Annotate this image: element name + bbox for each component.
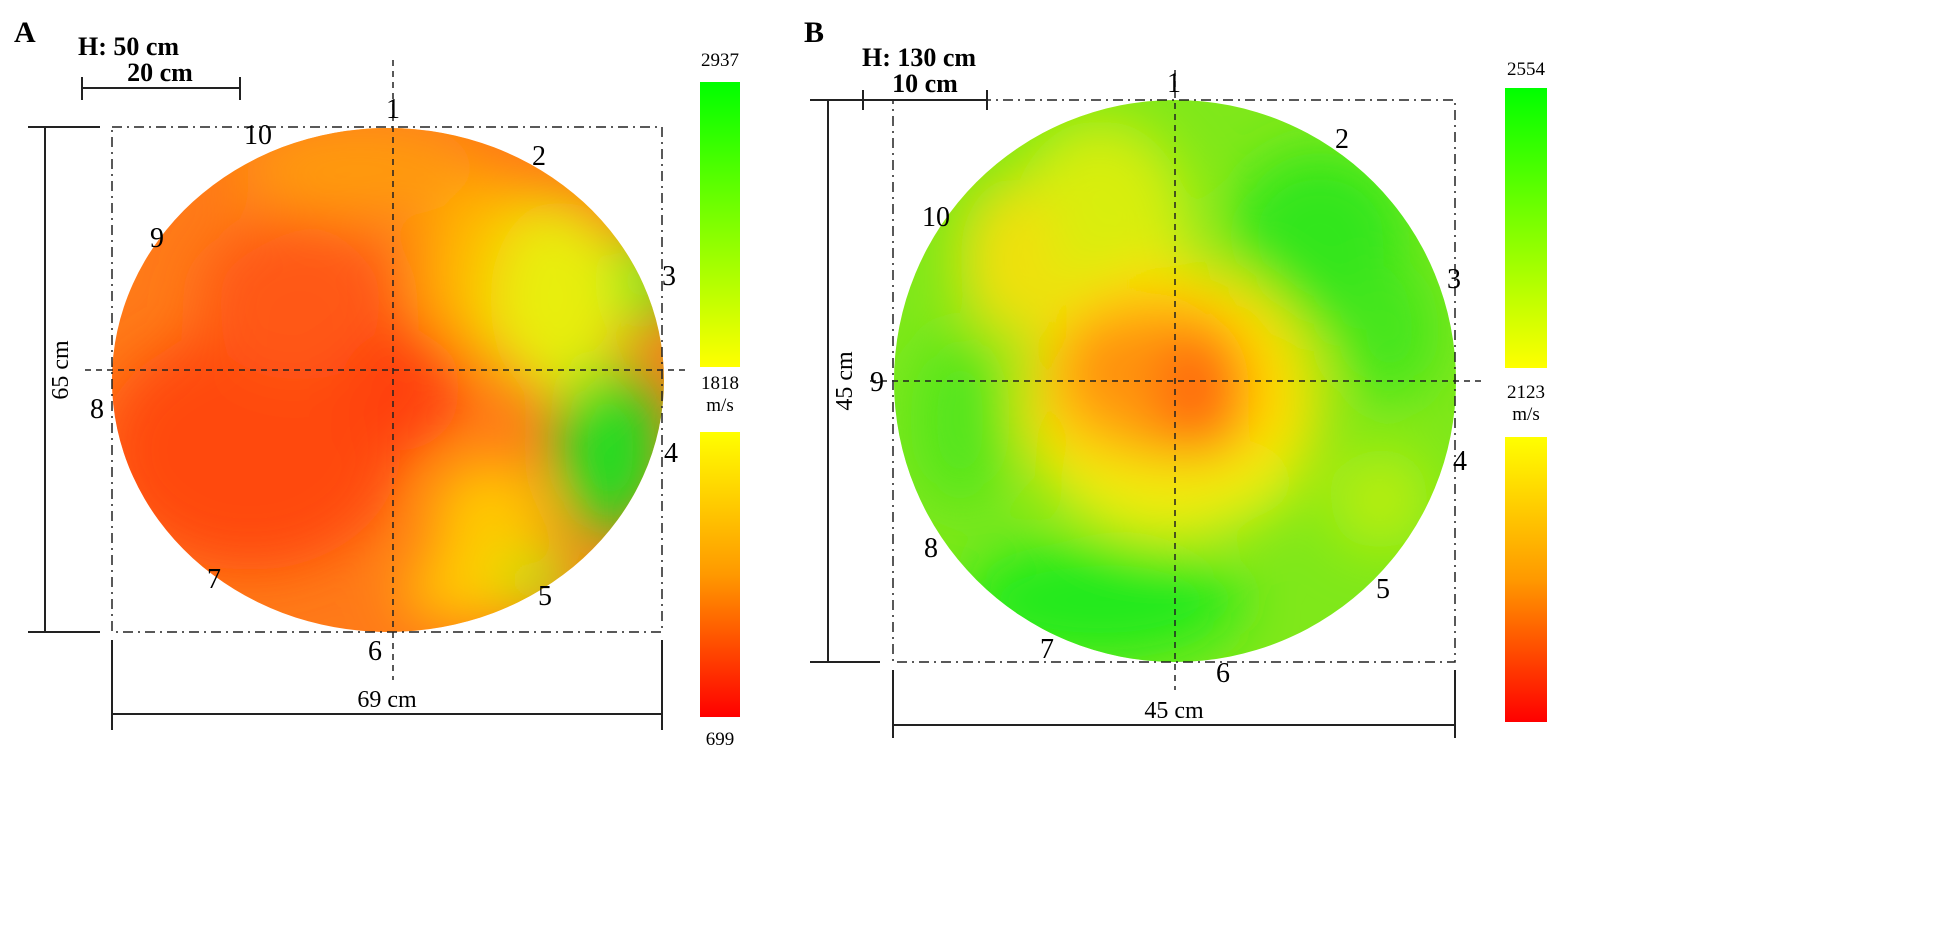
- sensor-label: 3: [662, 261, 676, 292]
- panel-label-b: B: [804, 16, 824, 49]
- sensor-label: 2: [532, 141, 546, 172]
- tomogram-a: [112, 128, 664, 632]
- depth-label-b: 45 cm: [832, 351, 858, 411]
- dimension-lines-b: [810, 99, 1456, 738]
- sensor-label: 2: [1335, 124, 1349, 155]
- colorbar-lower: [700, 432, 740, 717]
- heat-blob: [112, 330, 400, 570]
- sensor-label: 5: [538, 581, 552, 612]
- sensor-label: 10: [244, 120, 272, 151]
- heat-blob: [960, 180, 1060, 340]
- heat-blob: [1150, 320, 1250, 460]
- colorbar-unit-label: m/s: [706, 395, 733, 416]
- width-label-a: 69 cm: [357, 687, 417, 713]
- sensor-label: 6: [1216, 658, 1230, 689]
- heat-blob: [1340, 260, 1440, 400]
- heat-blob: [1330, 450, 1430, 550]
- sensor-labels-b: 1 2 3 4 5 6 7 8 9 10: [870, 68, 1467, 689]
- panel-a: A H: 50 cm 20 cm: [14, 16, 740, 750]
- sensor-label: 9: [150, 223, 164, 254]
- colorbar-upper: [1505, 88, 1547, 368]
- sensor-label: 9: [870, 367, 884, 398]
- sensor-labels-a: 1 2 3 4 5 6 7 8 9 10: [90, 94, 678, 667]
- panel-b: B H: 130 cm 10 cm: [804, 16, 1547, 738]
- panel-label-a: A: [14, 16, 36, 49]
- colorbar-unit-label: m/s: [1512, 404, 1539, 425]
- heat-blob: [960, 540, 1240, 660]
- colorbar-upper: [700, 82, 740, 367]
- colorbar-max-label: 2937: [701, 50, 739, 71]
- dimension-lines-a: [28, 126, 663, 730]
- frame-a: [85, 60, 690, 680]
- scale-bar-a: [81, 77, 241, 100]
- heat-blob: [910, 330, 1010, 510]
- height-label-a: H: 50 cm: [78, 32, 179, 61]
- sensor-label: 8: [924, 533, 938, 564]
- heat-blob: [200, 220, 400, 380]
- height-label-b: H: 130 cm: [862, 43, 976, 72]
- heat-blob: [430, 460, 550, 580]
- colorbar-b: 2554 2123 m/s: [1505, 59, 1547, 722]
- sensor-label: 8: [90, 394, 104, 425]
- scale-bar-label-b: 10 cm: [892, 69, 958, 98]
- colorbar-max-label: 2554: [1507, 59, 1546, 80]
- sensor-label: 3: [1447, 264, 1461, 295]
- sensor-label: 1: [386, 94, 400, 125]
- frame-b: [870, 70, 1485, 690]
- heat-blob: [555, 365, 664, 535]
- sensor-label: 7: [207, 564, 221, 595]
- depth-label-a: 65 cm: [48, 340, 74, 400]
- sensor-label: 6: [368, 636, 382, 667]
- sensor-label: 4: [1453, 446, 1467, 477]
- colorbar-mid-label: 2123: [1507, 382, 1545, 403]
- width-label-b: 45 cm: [1144, 698, 1204, 724]
- heat-blob: [490, 200, 630, 400]
- sensor-label: 4: [664, 438, 678, 469]
- heat-blob: [340, 330, 460, 450]
- sensor-label: 10: [922, 202, 950, 233]
- colorbar-mid-label: 1818: [701, 373, 739, 394]
- colorbar-min-label: 699: [706, 729, 735, 750]
- sensor-label: 5: [1376, 574, 1390, 605]
- sensor-label: 1: [1167, 68, 1181, 99]
- colorbar-lower: [1505, 437, 1547, 722]
- heat-blob: [240, 128, 480, 220]
- sensor-label: 7: [1040, 634, 1054, 665]
- heat-blob: [1070, 315, 1130, 405]
- scale-bar-label-a: 20 cm: [127, 58, 193, 87]
- colorbar-a: 2937 1818 m/s 699: [700, 50, 740, 750]
